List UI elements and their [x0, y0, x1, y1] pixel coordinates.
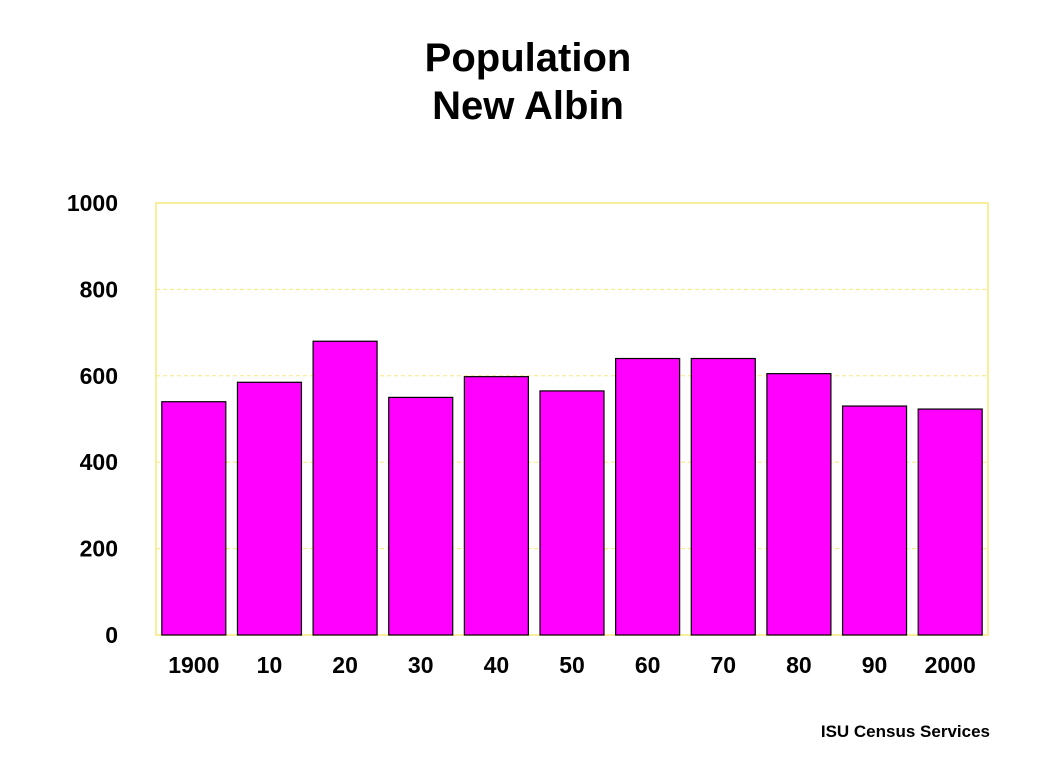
y-tick-label: 1000	[67, 190, 118, 216]
x-tick-label: 30	[408, 652, 434, 678]
y-tick-label: 800	[80, 276, 118, 302]
y-tick-label: 200	[80, 536, 118, 562]
x-tick-label: 70	[710, 652, 736, 678]
chart-title: Population	[424, 36, 632, 80]
bar	[161, 401, 227, 636]
x-tick-label: 60	[635, 652, 661, 678]
bar	[312, 340, 378, 636]
bar	[539, 390, 605, 636]
bar	[766, 373, 832, 636]
x-tick-label: 20	[332, 652, 358, 678]
bar	[236, 381, 303, 636]
x-tick-label: 90	[862, 652, 888, 678]
x-tick-label: 80	[786, 652, 812, 678]
chart-title-block: Population New Albin	[0, 34, 1056, 130]
bar	[388, 396, 454, 636]
x-tick-label: 10	[257, 652, 283, 678]
bar	[615, 357, 681, 636]
bar	[463, 376, 529, 636]
y-tick-label: 0	[105, 622, 118, 648]
x-tick-label: 50	[559, 652, 585, 678]
chart-subtitle: New Albin	[432, 84, 624, 128]
x-tick-label: 1900	[168, 652, 219, 678]
bar	[917, 408, 983, 636]
y-tick-label: 600	[80, 363, 118, 389]
x-tick-label: 2000	[925, 652, 976, 678]
source-credit: ISU Census Services	[820, 722, 990, 741]
bar	[690, 357, 756, 636]
x-tick-label: 40	[484, 652, 510, 678]
bar	[841, 405, 908, 636]
y-tick-label: 400	[80, 449, 118, 475]
